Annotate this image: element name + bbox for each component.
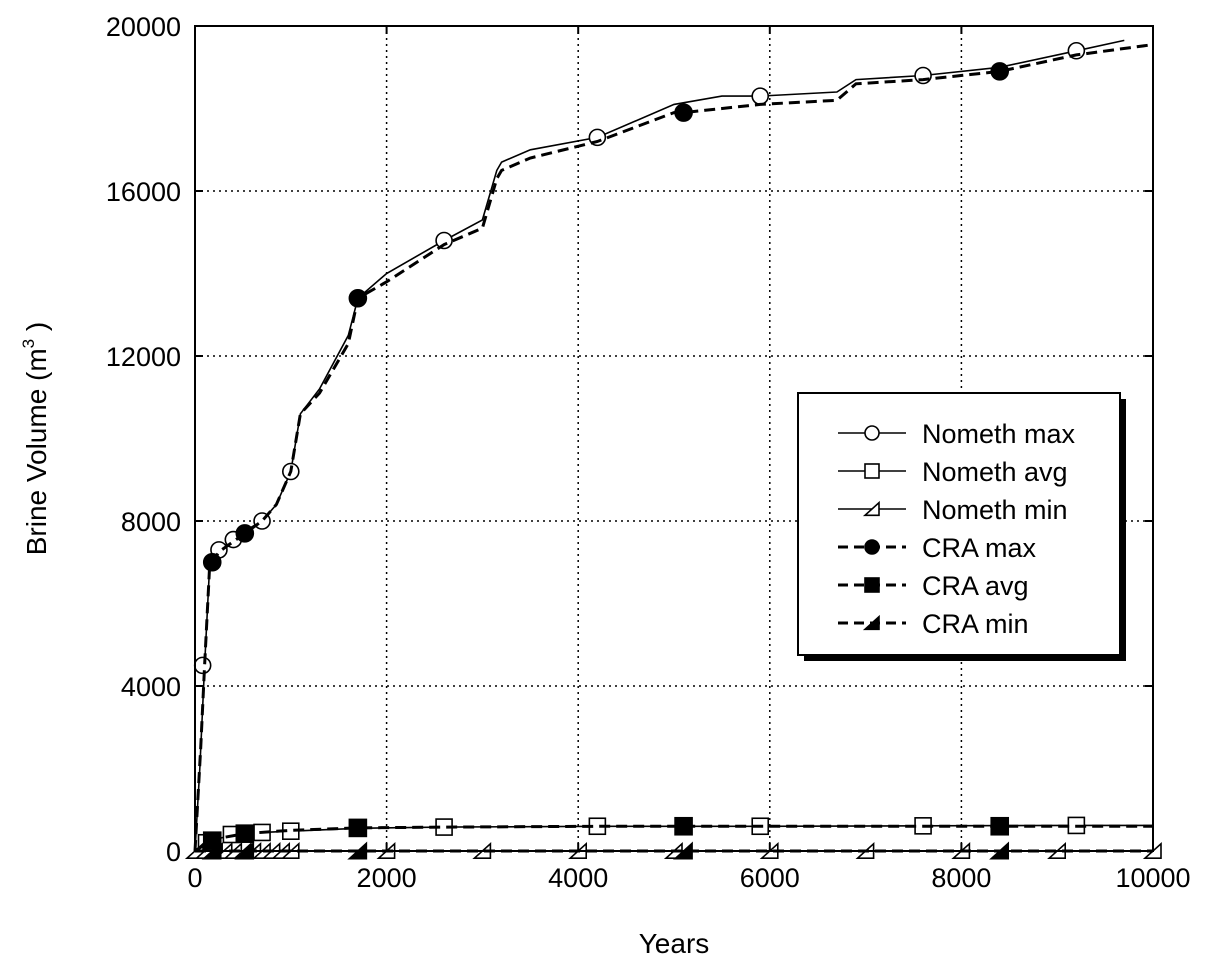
data-point <box>864 463 880 479</box>
data-point <box>990 816 1010 836</box>
data-point <box>348 818 368 838</box>
series-nometh-avg <box>194 816 1153 852</box>
data-point <box>674 103 693 122</box>
series-line <box>194 824 1153 853</box>
data-point <box>864 577 880 593</box>
legend-item: CRA max <box>838 533 1037 563</box>
legend-item: CRA min <box>838 609 1029 639</box>
y-tick-label: 16000 <box>106 177 181 207</box>
data-point <box>348 288 368 308</box>
data-point <box>235 524 255 543</box>
data-point <box>864 425 880 441</box>
x-tick-label: 2000 <box>357 863 417 893</box>
y-tick-label: 4000 <box>121 672 181 702</box>
data-point <box>751 87 770 105</box>
legend-item: CRA avg <box>838 571 1029 601</box>
legend-item: Nometh max <box>838 419 1076 449</box>
data-point <box>990 62 1010 81</box>
series-line <box>194 824 1153 852</box>
x-tick-label: 6000 <box>740 863 800 893</box>
series-line <box>193 43 1154 852</box>
x-tick-label: 8000 <box>931 863 991 893</box>
legend-label: Nometh avg <box>922 457 1068 487</box>
y-axis-label: Brine Volume (m3 ) <box>19 322 52 556</box>
y-tick-label: 0 <box>166 837 181 867</box>
series-cra-avg <box>194 816 1153 853</box>
y-tick-label: 8000 <box>121 507 181 537</box>
x-tick-label: 4000 <box>548 863 608 893</box>
data-point <box>202 831 222 850</box>
data-point <box>435 231 453 250</box>
data-point <box>862 500 880 517</box>
x-tick-label: 10000 <box>1115 863 1190 893</box>
legend-box <box>797 392 1121 656</box>
legend-label: CRA avg <box>922 571 1029 601</box>
x-tick-label: 0 <box>187 863 202 893</box>
legend-label: Nometh min <box>922 495 1068 525</box>
y-tick-label: 20000 <box>106 12 181 42</box>
legend-label: CRA max <box>922 533 1037 563</box>
data-point <box>193 656 212 675</box>
legend-label: Nometh max <box>922 419 1076 449</box>
legend-item: Nometh avg <box>838 457 1068 487</box>
data-point <box>202 552 222 572</box>
y-axis-label-end: ) <box>21 322 52 339</box>
data-point <box>674 816 693 836</box>
y-tick-label: 12000 <box>106 342 181 372</box>
legend: Nometh max Nometh avg Nometh min CRA max CRA… <box>797 392 1126 661</box>
y-axis-label-main: Brine Volume (m <box>21 348 52 555</box>
legend-item: Nometh min <box>838 495 1068 525</box>
data-point <box>862 614 880 631</box>
x-axis-label: Years <box>639 928 710 959</box>
axis-ticks: 0 2000 4000 6000 8000 10000 0 4000 8000 12000 1600… <box>106 12 1191 893</box>
y-axis-label-superscript: 3 <box>19 339 38 348</box>
data-point <box>235 824 255 843</box>
legend-label: CRA min <box>922 609 1029 639</box>
series-cra-max <box>193 43 1154 852</box>
plot-frame <box>194 25 1154 852</box>
data-point <box>864 539 880 555</box>
